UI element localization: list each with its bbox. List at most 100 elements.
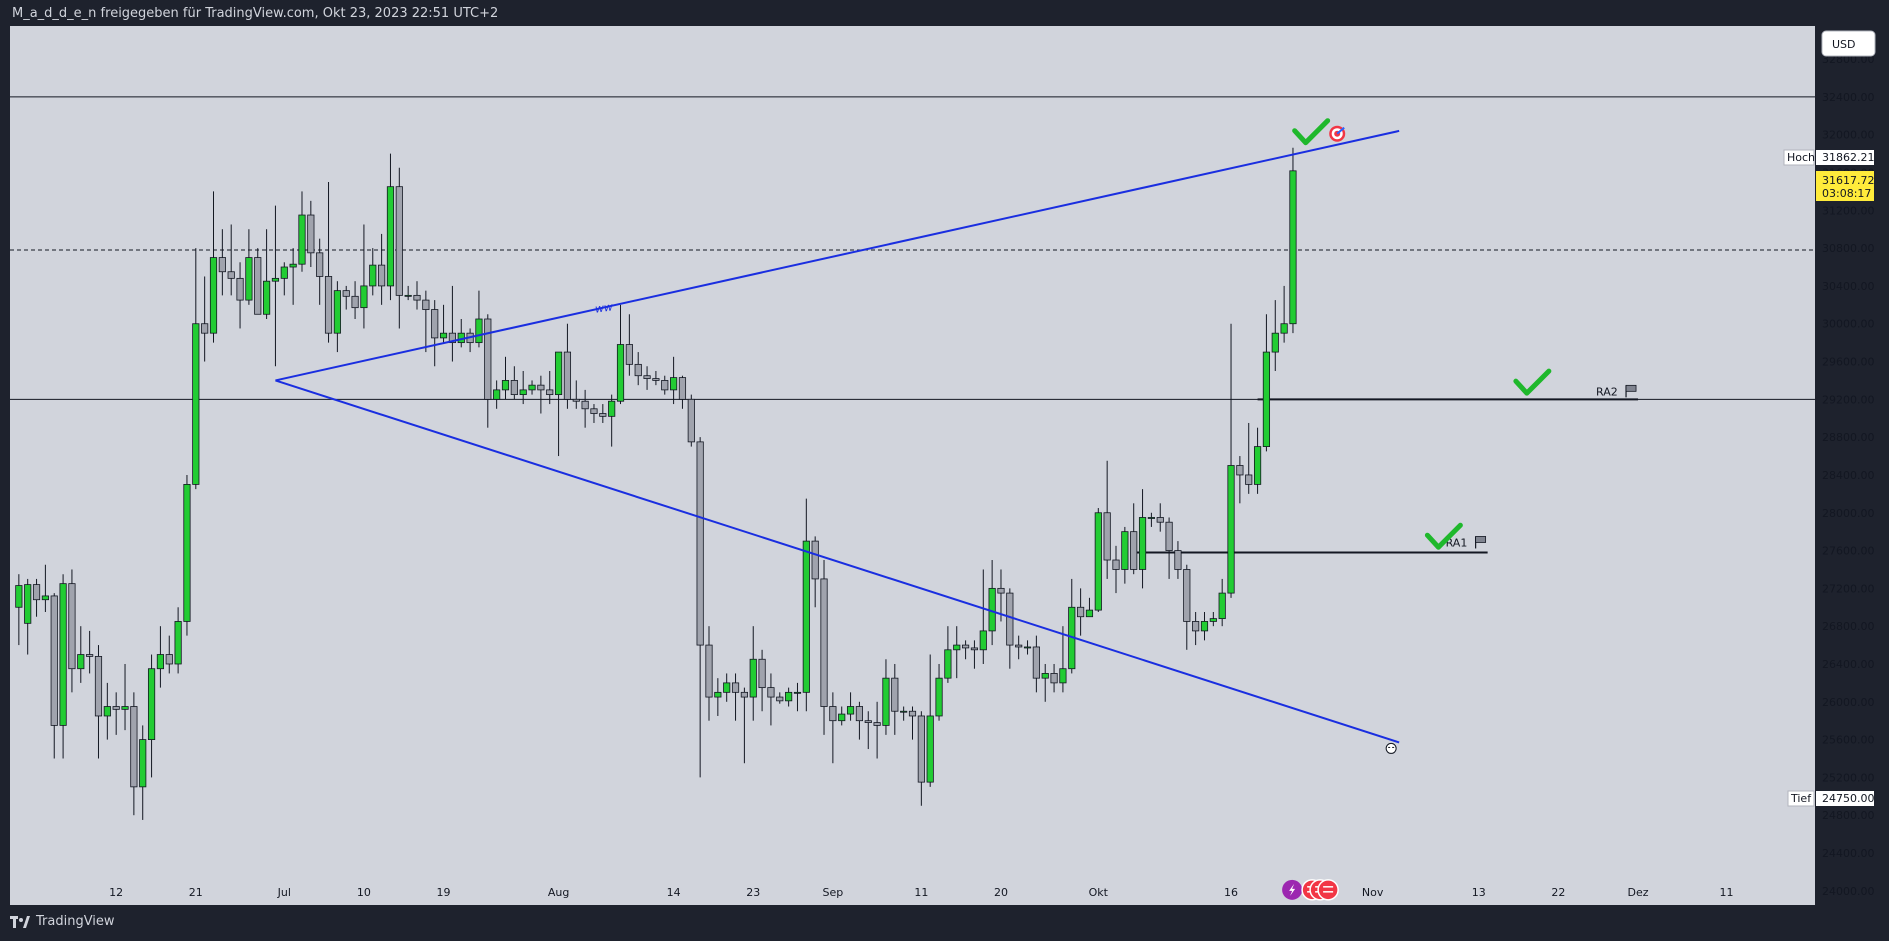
candle-body (1147, 517, 1155, 519)
candle-body (758, 658, 766, 689)
footer-brand[interactable]: TradingView (10, 914, 115, 929)
candle-8 (86, 630, 94, 674)
candle-body (696, 441, 704, 646)
y-tick-label-6: 30400.00 (1822, 280, 1875, 293)
candle-47 (431, 300, 439, 367)
candle-20 (192, 248, 200, 490)
time-axis[interactable]: 12 21 Jul 10 19 Aug 14 23 Sep 11 20 Okt 16 Nov 13 22 Dez… (109, 886, 1733, 899)
x-tick-label-15: 22 (1551, 886, 1565, 899)
candle-143 (1280, 285, 1288, 343)
candle-124 (1112, 545, 1120, 594)
candle-body (953, 644, 961, 651)
candle-92 (829, 692, 837, 764)
candle-144 (1289, 147, 1297, 334)
candle-112 (1006, 588, 1014, 669)
candle-63 (572, 380, 580, 409)
candle-114 (1023, 640, 1032, 655)
candle-body (1174, 550, 1182, 570)
candle-103 (926, 654, 934, 787)
candle-91 (820, 560, 828, 735)
candle-body (1112, 559, 1120, 570)
candle-127 (1138, 489, 1147, 589)
candle-body (661, 380, 669, 391)
candle-body (209, 257, 218, 334)
candle-body (112, 706, 120, 710)
high-value: 31862.21 (1822, 151, 1875, 164)
candle-body (935, 677, 943, 717)
candle-body (900, 710, 908, 713)
trendline-lower (275, 379, 1400, 744)
candle-body (731, 682, 740, 693)
candle-body (528, 384, 536, 391)
candle-23 (218, 229, 226, 296)
y-tick-label-7: 30000.00 (1822, 318, 1875, 331)
y-tick-label-20: 24800.00 (1822, 809, 1875, 822)
candle-body (590, 408, 598, 414)
candle-36 (333, 281, 341, 353)
price-axis[interactable]: 32800.0032400.0032000.0031600.0031200.00… (1822, 53, 1875, 898)
candle-body (563, 351, 572, 400)
candle-118 (1059, 626, 1067, 693)
candle-19 (183, 474, 191, 636)
candle-body (873, 722, 881, 726)
candle-40 (369, 248, 377, 296)
candle-body (997, 587, 1005, 594)
candle-body (174, 621, 182, 665)
candle-body (705, 644, 713, 698)
candle-11 (112, 692, 120, 735)
candle-64 (581, 389, 589, 428)
candle-62 (563, 323, 572, 409)
candle-4 (50, 593, 58, 759)
candle-body (351, 295, 359, 309)
candle-body (581, 400, 589, 410)
candle-body (289, 263, 297, 268)
candle-body (740, 691, 748, 698)
candle-129 (1156, 503, 1164, 532)
candle-105 (944, 626, 952, 683)
candle-34 (316, 238, 324, 305)
x-tick-label-5: Aug (548, 886, 569, 899)
candle-70 (634, 352, 642, 386)
candle-body (15, 585, 23, 608)
candle-123 (1103, 460, 1111, 579)
economic-event-icons[interactable] (1282, 879, 1339, 901)
candle-body (519, 389, 527, 396)
candle-87 (785, 687, 793, 707)
candle-89 (802, 498, 810, 712)
candle-116 (1041, 663, 1049, 702)
candle-74 (670, 356, 678, 405)
candle-body (1280, 323, 1288, 334)
candle-body (227, 271, 235, 279)
currency-button[interactable]: USD (1821, 30, 1876, 57)
candle-41 (378, 233, 386, 305)
candle-body (749, 658, 757, 698)
candle-body (829, 706, 837, 722)
target-arrow (1336, 126, 1345, 135)
candle-body (386, 186, 395, 287)
candle-body (254, 257, 262, 315)
candle-body (723, 682, 731, 693)
candle-0 (15, 574, 23, 646)
event-flag-icon (1317, 879, 1339, 901)
candle-65 (590, 404, 598, 423)
x-tick-label-16: Dez (1628, 886, 1649, 899)
candle-body (882, 677, 890, 726)
candle-18 (174, 607, 182, 674)
candle-body (201, 323, 209, 334)
candle-78 (705, 626, 713, 721)
candle-134 (1200, 612, 1209, 641)
candle-139 (1245, 422, 1253, 494)
x-tick-label-6: 14 (667, 886, 681, 899)
candle-28 (263, 229, 271, 319)
candle-66 (599, 404, 607, 423)
y-tick-label-1: 32400.00 (1822, 91, 1875, 104)
y-tick-label-12: 28000.00 (1822, 507, 1875, 520)
y-tick-label-18: 25600.00 (1822, 734, 1875, 747)
candle-6 (68, 569, 76, 693)
candle-body (1077, 606, 1085, 618)
candle-43 (395, 167, 403, 329)
candle-body (1041, 673, 1049, 679)
candle-body (183, 484, 191, 622)
candle-body (979, 630, 987, 651)
